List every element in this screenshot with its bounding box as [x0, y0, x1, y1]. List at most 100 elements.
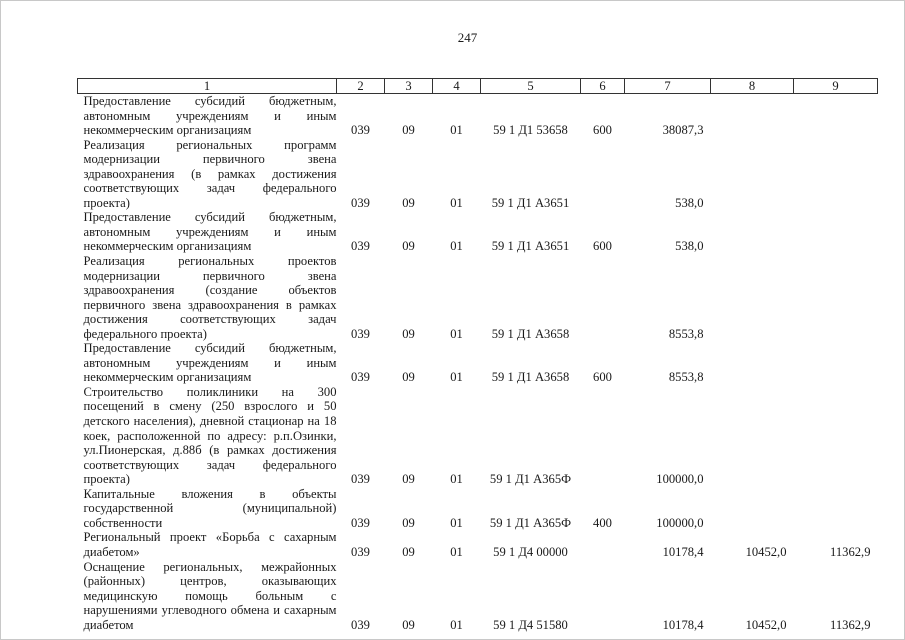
row-name: Капитальные вложения в объекты государст… [83, 486, 337, 530]
row-name: Региональный проект «Борьба с сахарным д… [83, 530, 337, 559]
amount-year-3: 11362,9 [830, 544, 871, 559]
ministry-code: 039 [351, 195, 370, 210]
amount-year-1: 100000,0 [656, 472, 704, 487]
expense-type [581, 138, 625, 211]
column-header-5: 5 [480, 78, 581, 94]
table-row: Строительство поликлиники на 300 посещен… [78, 385, 878, 487]
ministry-code: 039 [351, 123, 370, 138]
section: 09 [402, 326, 415, 341]
subsection: 01 [450, 544, 463, 559]
expense-type: 600 [593, 370, 612, 385]
column-header-1: 1 [77, 78, 337, 94]
column-header-3: 3 [384, 78, 433, 94]
table-row: Предоставление субсидий бюджетным, автон… [78, 210, 878, 254]
expense-type [581, 560, 625, 633]
expense-type: 600 [593, 123, 612, 138]
expense-type [581, 530, 625, 559]
column-header-4: 4 [432, 78, 481, 94]
target-article: 59 1 Д1 А3651 [491, 239, 570, 254]
target-article: 59 1 Д1 А365Ф [489, 472, 572, 487]
subsection: 01 [450, 239, 463, 254]
expense-type: 600 [593, 239, 612, 254]
expense-type: 400 [593, 515, 612, 530]
subsection: 01 [450, 195, 463, 210]
ministry-code: 039 [351, 370, 370, 385]
row-name: Реализация региональных проектов модерни… [83, 254, 337, 341]
amount-year-2 [711, 94, 794, 138]
target-article: 59 1 Д1 А365Ф [489, 515, 572, 530]
amount-year-1: 8553,8 [668, 326, 704, 341]
section: 09 [402, 195, 415, 210]
table-row: Оснащение региональных, межрайонных (рай… [78, 560, 878, 633]
target-article: 59 1 Д4 51580 [493, 617, 568, 632]
target-article: 59 1 Д4 00000 [493, 544, 568, 559]
column-header-6: 6 [580, 78, 625, 94]
section: 09 [402, 617, 415, 632]
section: 09 [402, 123, 415, 138]
amount-year-1: 538,0 [675, 239, 704, 254]
subsection: 01 [450, 370, 463, 385]
column-header-7: 7 [624, 78, 711, 94]
amount-year-3 [794, 94, 878, 138]
table-row: Предоставление субсидий бюджетным, автон… [78, 341, 878, 385]
section: 09 [402, 370, 415, 385]
section: 09 [402, 515, 415, 530]
amount-year-3 [794, 385, 878, 487]
amount-year-2 [711, 254, 794, 341]
table-row: Предоставление субсидий бюджетным, автон… [78, 94, 878, 138]
table-row: Региональный проект «Борьба с сахарным д… [78, 530, 878, 559]
row-name: Предоставление субсидий бюджетным, автон… [83, 341, 337, 385]
target-article: 59 1 Д1 А3658 [491, 326, 570, 341]
section: 09 [402, 472, 415, 487]
amount-year-2 [711, 341, 794, 385]
table-row: Реализация региональных программ модерни… [78, 138, 878, 211]
section: 09 [402, 239, 415, 254]
expense-type [581, 385, 625, 487]
ministry-code: 039 [351, 326, 370, 341]
amount-year-3 [794, 138, 878, 211]
ministry-code: 039 [351, 472, 370, 487]
amount-year-3 [794, 487, 878, 531]
column-header-9: 9 [793, 78, 878, 94]
subsection: 01 [450, 617, 463, 632]
row-name: Предоставление субсидий бюджетным, автон… [83, 210, 337, 254]
ministry-code: 039 [351, 544, 370, 559]
subsection: 01 [450, 326, 463, 341]
section: 09 [402, 544, 415, 559]
row-name: Реализация региональных программ модерни… [83, 137, 337, 210]
target-article: 59 1 Д1 А3651 [491, 195, 570, 210]
column-header-8: 8 [710, 78, 794, 94]
row-name: Оснащение региональных, межрайонных (рай… [83, 559, 337, 632]
amount-year-2: 10452,0 [745, 544, 787, 559]
row-name: Строительство поликлиники на 300 посещен… [83, 384, 337, 487]
amount-year-2 [711, 138, 794, 211]
expense-type [581, 254, 625, 341]
amount-year-3 [794, 341, 878, 385]
amount-year-3 [794, 254, 878, 341]
ministry-code: 039 [351, 515, 370, 530]
amount-year-1: 10178,4 [662, 544, 704, 559]
amount-year-2 [711, 487, 794, 531]
amount-year-1: 100000,0 [656, 515, 704, 530]
amount-year-2: 10452,0 [745, 617, 787, 632]
page-number: 247 [457, 30, 478, 45]
subsection: 01 [450, 472, 463, 487]
subsection: 01 [450, 123, 463, 138]
amount-year-1: 10178,4 [662, 617, 704, 632]
target-article: 59 1 Д1 А3658 [491, 370, 570, 385]
amount-year-2 [711, 210, 794, 254]
ministry-code: 039 [351, 617, 370, 632]
ministry-code: 039 [351, 239, 370, 254]
amount-year-1: 538,0 [675, 195, 704, 210]
column-header-2: 2 [336, 78, 385, 94]
target-article: 59 1 Д1 53658 [493, 123, 568, 138]
subsection: 01 [450, 515, 463, 530]
amount-year-3 [794, 210, 878, 254]
amount-year-1: 8553,8 [668, 370, 704, 385]
table-row: Реализация региональных проектов модерни… [78, 254, 878, 341]
amount-year-1: 38087,3 [662, 123, 704, 138]
amount-year-3: 11362,9 [830, 617, 871, 632]
table-row: Капитальные вложения в объекты государст… [78, 487, 878, 531]
